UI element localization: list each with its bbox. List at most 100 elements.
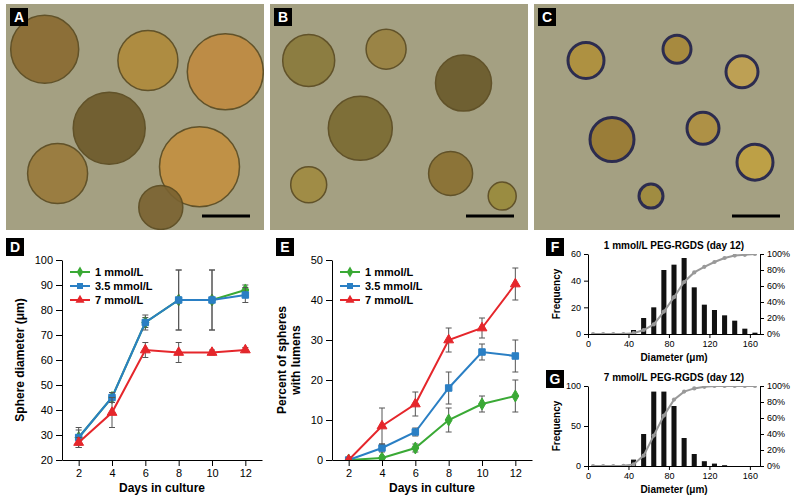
- tick-mark: [326, 260, 332, 261]
- tick: 40: [624, 466, 634, 481]
- marker: [377, 420, 387, 429]
- error-bar: [479, 396, 485, 412]
- legend-marker: [345, 295, 354, 303]
- bar: [692, 287, 697, 334]
- marker: [631, 462, 635, 466]
- marker: [642, 328, 646, 332]
- legend-marker: [77, 266, 83, 277]
- tick-mark: [760, 418, 764, 419]
- marker: [662, 309, 666, 313]
- tick: 20: [571, 303, 588, 313]
- tick: 2: [346, 460, 352, 479]
- tick-label: 80: [664, 471, 674, 481]
- marker: [510, 278, 520, 287]
- tick-label: 10: [311, 414, 323, 426]
- tick-label: 80: [41, 304, 53, 316]
- axis-line: [589, 466, 761, 467]
- sphere: [429, 152, 473, 196]
- legend-label: 7 mmol/L: [95, 294, 144, 306]
- tick-mark: [760, 254, 764, 255]
- tick-mark: [56, 360, 62, 361]
- tick-mark: [669, 334, 670, 338]
- tick: 10: [206, 460, 218, 479]
- panel-label-box: [276, 238, 294, 256]
- bar: [712, 464, 717, 466]
- marker: [479, 398, 486, 410]
- tick-label: 160: [743, 339, 758, 349]
- tick: 20: [41, 454, 62, 466]
- marker: [444, 334, 454, 343]
- tick-label: 160: [743, 471, 758, 481]
- marker: [611, 464, 615, 466]
- tick-label: 0: [576, 329, 581, 339]
- tick-mark: [326, 420, 332, 421]
- marker: [692, 270, 696, 274]
- tick-label: 4: [109, 467, 115, 479]
- tick: 4: [379, 460, 385, 479]
- error-bar: [446, 408, 452, 432]
- line-chart: 2468101201020304050Days in culturePercen…: [275, 254, 533, 495]
- tick: 40: [311, 294, 332, 306]
- marker: [652, 433, 656, 437]
- histogram: 040801201600501000%20%40%60%80%100%7 mmo…: [551, 372, 790, 495]
- marker: [611, 332, 615, 334]
- marker: [410, 398, 420, 407]
- marker: [107, 407, 117, 416]
- tick: 70: [41, 329, 62, 341]
- tick: 60: [41, 354, 62, 366]
- plot-area: [591, 254, 758, 334]
- tick-label: 40: [624, 471, 634, 481]
- sphere: [568, 43, 604, 79]
- bar: [742, 466, 747, 467]
- tick: 90: [41, 279, 62, 291]
- tick: 40: [624, 334, 634, 349]
- tick-mark: [760, 450, 764, 451]
- marker: [379, 452, 386, 460]
- micrograph: [534, 4, 794, 230]
- bar: [692, 454, 697, 466]
- tick: 40%: [760, 297, 785, 307]
- tick-label: 120: [702, 471, 717, 481]
- tick-mark: [760, 270, 764, 271]
- tick: 20%: [760, 445, 785, 455]
- x-axis-title: Diameter (μm): [640, 484, 707, 495]
- tick-label: 20: [41, 454, 53, 466]
- tick: 80: [664, 466, 674, 481]
- tick-label: 100%: [767, 249, 790, 259]
- y2-axis: 0%20%40%60%80%100%: [760, 381, 790, 471]
- sphere: [328, 96, 392, 160]
- tick: 0: [586, 466, 591, 481]
- tick-label: 40: [41, 404, 53, 416]
- tick-label: 50: [311, 254, 323, 266]
- marker: [445, 385, 451, 391]
- marker: [712, 386, 716, 388]
- tick: 0%: [760, 461, 780, 471]
- marker: [662, 413, 666, 417]
- marker: [682, 280, 686, 284]
- marker: [642, 453, 646, 457]
- panel-label: B: [278, 9, 288, 25]
- micrograph-background: [534, 4, 794, 230]
- error-bar: [142, 318, 148, 328]
- x-axis: 04080120160: [586, 334, 761, 349]
- tick-mark: [584, 281, 588, 282]
- tick-mark: [179, 460, 180, 466]
- cumulative-line: [593, 386, 755, 466]
- marker: [344, 454, 354, 460]
- tick: 6: [143, 460, 149, 479]
- tick-mark: [145, 460, 146, 466]
- legend-label: 1 mmol/L: [95, 266, 144, 278]
- tick-label: 120: [702, 339, 717, 349]
- tick-label: 10: [476, 467, 488, 479]
- legend-marker: [347, 266, 353, 277]
- marker: [722, 256, 726, 260]
- tick: 40%: [760, 429, 785, 439]
- tick: 0: [576, 461, 588, 471]
- tick-label: 40%: [767, 429, 785, 439]
- bar: [661, 392, 666, 466]
- error-bar: [142, 315, 148, 330]
- sphere: [118, 31, 178, 91]
- panel-label-box: [274, 8, 292, 26]
- series-line: [79, 350, 246, 443]
- tick: 30: [41, 429, 62, 441]
